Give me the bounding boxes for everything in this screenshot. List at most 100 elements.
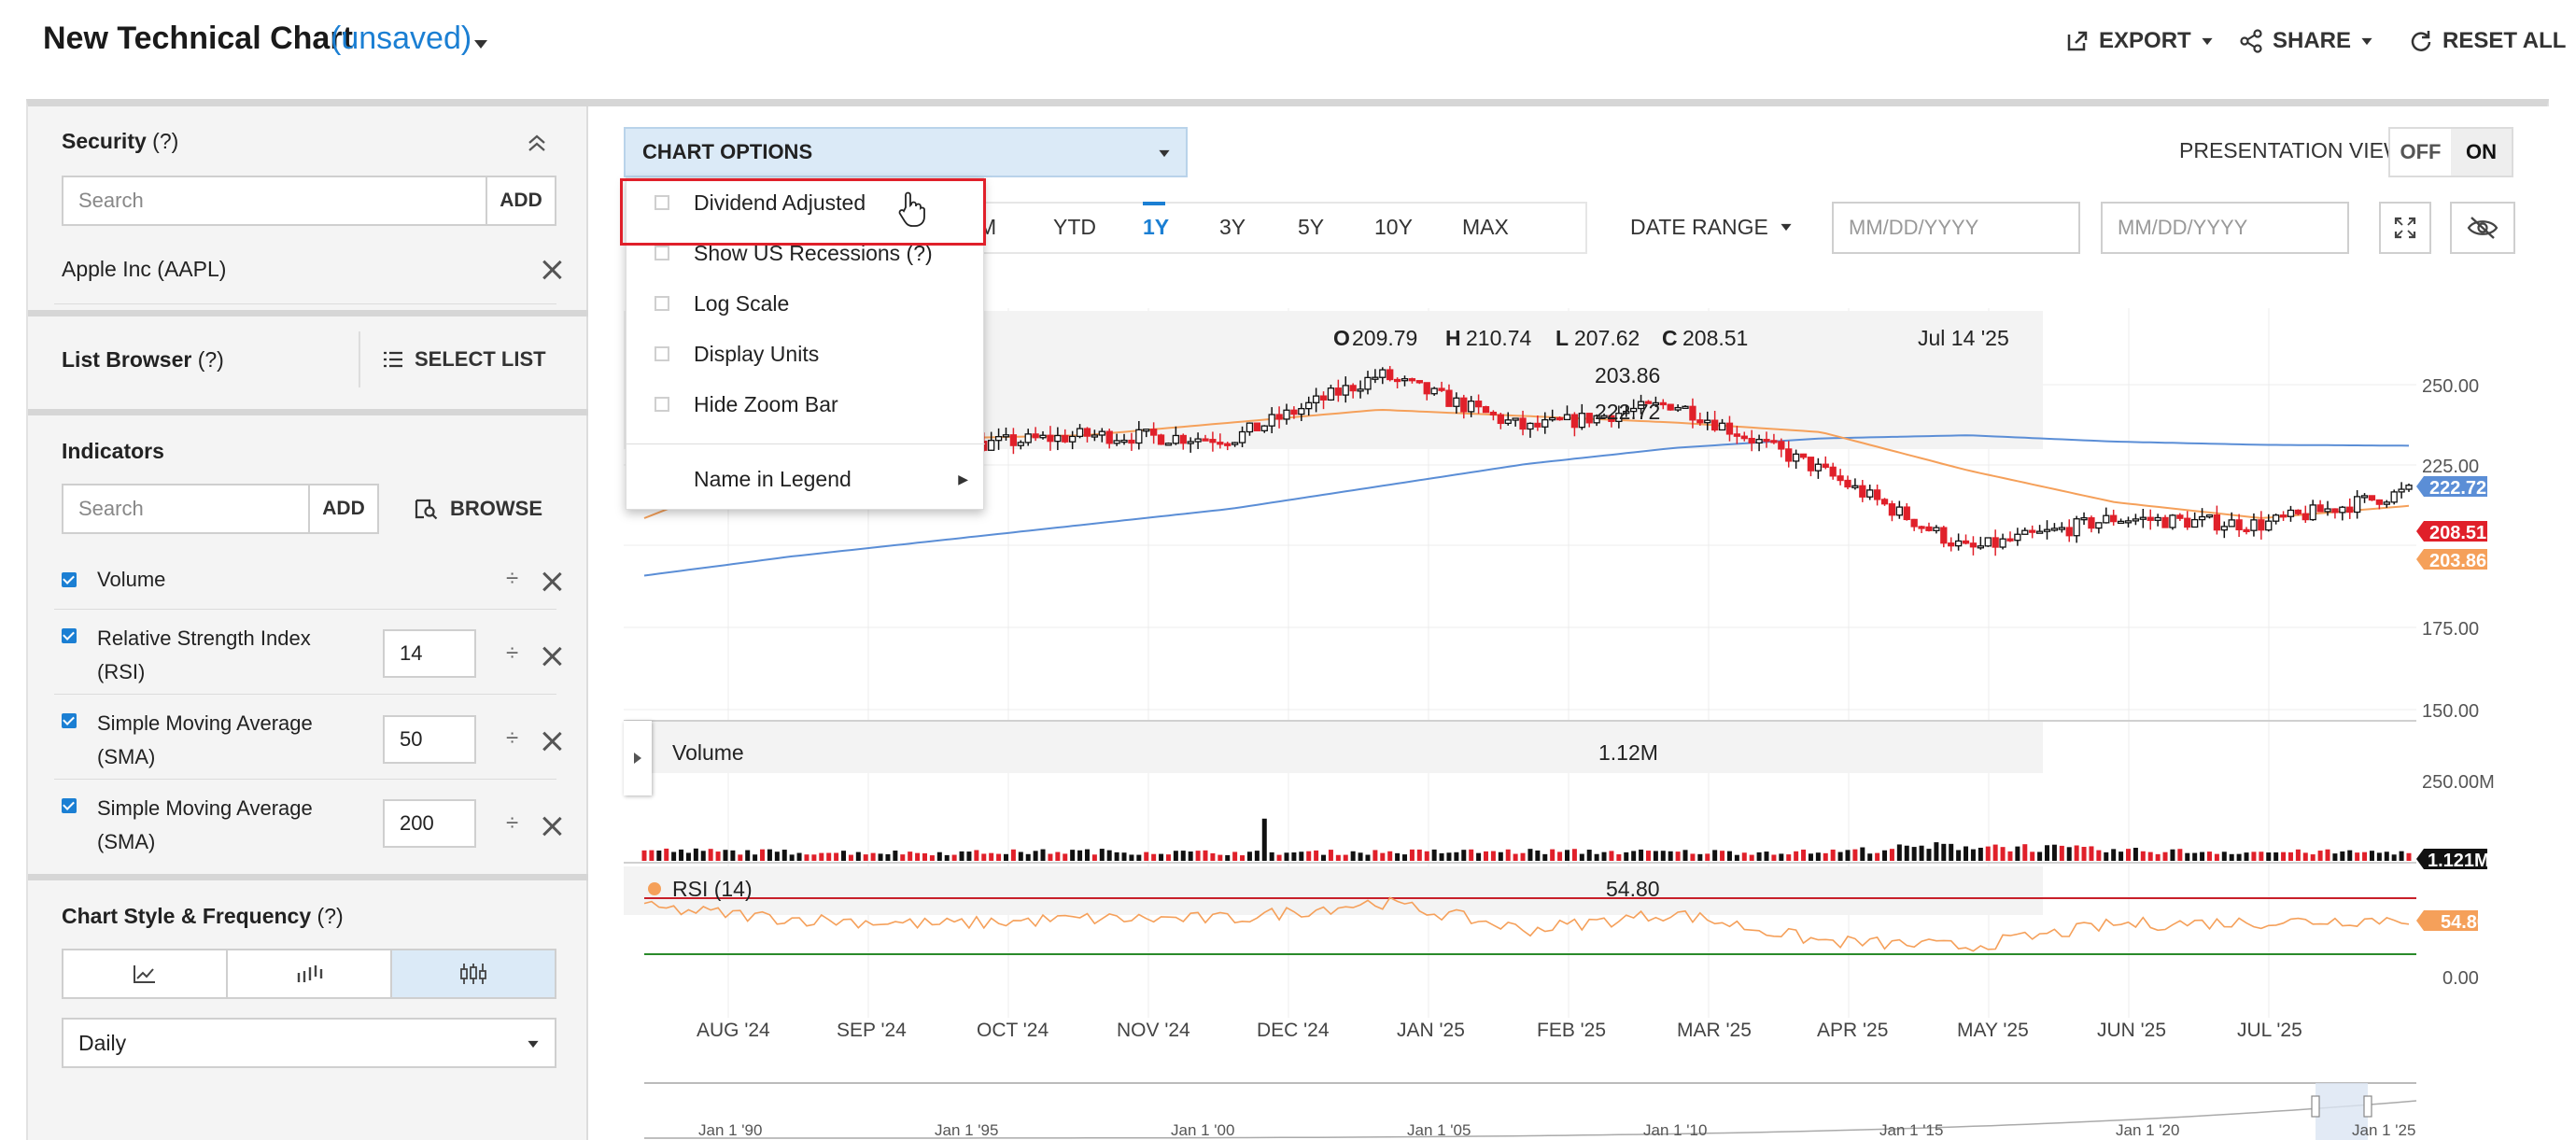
drag-handle-icon[interactable]: ÷ xyxy=(506,725,519,751)
sma-period-input[interactable]: 50 xyxy=(383,715,476,764)
bar-style-button[interactable] xyxy=(228,950,392,997)
select-list-button[interactable]: SELECT LIST xyxy=(383,347,546,372)
menu-checkbox[interactable] xyxy=(655,296,669,311)
volume-bar xyxy=(2200,851,2205,861)
indicator-search-input[interactable]: Search xyxy=(62,484,310,534)
candle xyxy=(1098,430,1105,436)
remove-security-icon[interactable] xyxy=(542,260,562,280)
range-max[interactable]: MAX xyxy=(1462,215,1509,239)
volume-bar xyxy=(2119,851,2124,861)
remove-indicator-icon[interactable] xyxy=(542,816,562,837)
indicator-checkbox[interactable] xyxy=(62,798,77,813)
menu-checkbox[interactable] xyxy=(655,246,669,260)
drag-handle-icon[interactable]: ÷ xyxy=(506,810,519,836)
volume-bar xyxy=(1956,850,1962,861)
volume-bar xyxy=(1025,853,1031,861)
title-dropdown-icon[interactable] xyxy=(474,40,487,49)
export-button[interactable]: EXPORT xyxy=(2065,28,2214,54)
indicator-checkbox[interactable] xyxy=(62,628,77,643)
volume-bar xyxy=(2273,851,2279,861)
chart-options-button[interactable]: CHART OPTIONS xyxy=(624,127,1188,177)
volume-bar xyxy=(1889,849,1894,861)
share-button[interactable]: SHARE xyxy=(2239,28,2373,54)
candle xyxy=(2103,514,2110,524)
frequency-select[interactable]: Daily xyxy=(62,1018,556,1068)
candle xyxy=(2243,528,2250,533)
volume-bar xyxy=(2015,846,2020,861)
candle xyxy=(1600,415,1608,418)
reset-all-button[interactable]: RESET ALL xyxy=(2409,28,2566,54)
volume-bar xyxy=(1424,851,1429,861)
candle xyxy=(1039,434,1047,439)
menu-item-display-units[interactable]: Display Units xyxy=(626,330,985,378)
range-10y[interactable]: 10Y xyxy=(1374,215,1413,239)
menu-item-hide-zoom-bar[interactable]: Hide Zoom Bar xyxy=(626,380,985,429)
drag-handle-icon[interactable]: ÷ xyxy=(506,566,519,591)
date-range-dropdown[interactable]: DATE RANGE xyxy=(1630,215,1793,240)
security-search-input[interactable]: Search xyxy=(62,176,487,226)
indicator-checkbox[interactable] xyxy=(62,713,77,728)
chart-style-heading: Chart Style & Frequency (?) xyxy=(62,904,344,929)
list-browser-help[interactable]: (?) xyxy=(197,347,224,372)
range-5y[interactable]: 5Y xyxy=(1298,215,1325,239)
rsi-period-input[interactable]: 14 xyxy=(383,629,476,678)
browse-button[interactable]: BROWSE xyxy=(415,497,542,521)
volume-bar xyxy=(641,850,647,861)
top-bar: New Technical Chart (unsaved) EXPORT SHA… xyxy=(0,0,2576,93)
volume-bar xyxy=(2266,852,2272,861)
menu-checkbox[interactable] xyxy=(655,397,669,412)
range-1y[interactable]: 1Y xyxy=(1143,215,1170,239)
candlestick-style-button[interactable] xyxy=(392,950,555,997)
price-tick: 225.00 xyxy=(2422,457,2479,477)
menu-item-name-in-legend[interactable]: Name in Legend ▶ xyxy=(626,455,985,503)
unsaved-indicator[interactable]: (unsaved) xyxy=(331,21,472,56)
volume-bar xyxy=(1165,854,1171,861)
end-date-input[interactable]: MM/DD/YYYY xyxy=(2101,202,2349,254)
fullscreen-button[interactable] xyxy=(2379,202,2431,254)
drag-handle-icon[interactable]: ÷ xyxy=(506,640,519,666)
sma-period-input[interactable]: 200 xyxy=(383,799,476,848)
presentation-off-button[interactable]: OFF xyxy=(2390,129,2451,176)
volume-bar xyxy=(2325,849,2330,861)
candle xyxy=(2043,528,2051,532)
menu-item-log-scale[interactable]: Log Scale xyxy=(626,279,985,328)
volume-bar xyxy=(1867,853,1873,861)
candle xyxy=(1172,434,1180,444)
expand-legend-button[interactable] xyxy=(624,721,652,795)
presentation-toggle[interactable]: OFF ON xyxy=(2388,127,2513,177)
indicator-add-button[interactable]: ADD xyxy=(308,484,379,534)
volume-bar xyxy=(1645,851,1651,861)
volume-bar xyxy=(723,850,728,861)
range-ytd[interactable]: YTD xyxy=(1053,215,1096,239)
candle xyxy=(2161,516,2169,528)
hide-button[interactable] xyxy=(2450,202,2515,254)
security-help[interactable]: (?) xyxy=(152,129,179,153)
menu-checkbox[interactable] xyxy=(655,346,669,361)
security-add-button[interactable]: ADD xyxy=(486,176,556,226)
volume-bar xyxy=(1409,849,1415,861)
range-3y[interactable]: 3Y xyxy=(1219,215,1246,239)
fullscreen-icon xyxy=(2394,217,2416,239)
volume-bar xyxy=(981,853,987,861)
remove-indicator-icon[interactable] xyxy=(542,731,562,752)
volume-bar xyxy=(2295,849,2301,861)
remove-indicator-icon[interactable] xyxy=(542,571,562,592)
line-style-button[interactable] xyxy=(63,950,228,997)
candle xyxy=(1866,489,1874,498)
start-date-input[interactable]: MM/DD/YYYY xyxy=(1832,202,2080,254)
candle xyxy=(1519,417,1527,430)
candle xyxy=(1903,506,1910,521)
remove-indicator-icon[interactable] xyxy=(542,646,562,667)
volume-bar xyxy=(1756,851,1762,861)
menu-item-label: Log Scale xyxy=(694,290,790,316)
volume-bar xyxy=(1741,852,1747,861)
menu-checkbox[interactable] xyxy=(655,195,669,210)
candle xyxy=(2316,504,2324,513)
candle xyxy=(1002,434,1010,438)
chart-style-help[interactable]: (?) xyxy=(317,904,344,928)
indicator-checkbox[interactable] xyxy=(62,572,77,587)
sidebar-divider xyxy=(28,409,588,415)
menu-item-dividend-adjusted[interactable]: Dividend Adjusted xyxy=(626,178,985,227)
presentation-on-button[interactable]: ON xyxy=(2451,129,2512,176)
collapse-icon[interactable] xyxy=(525,131,549,155)
